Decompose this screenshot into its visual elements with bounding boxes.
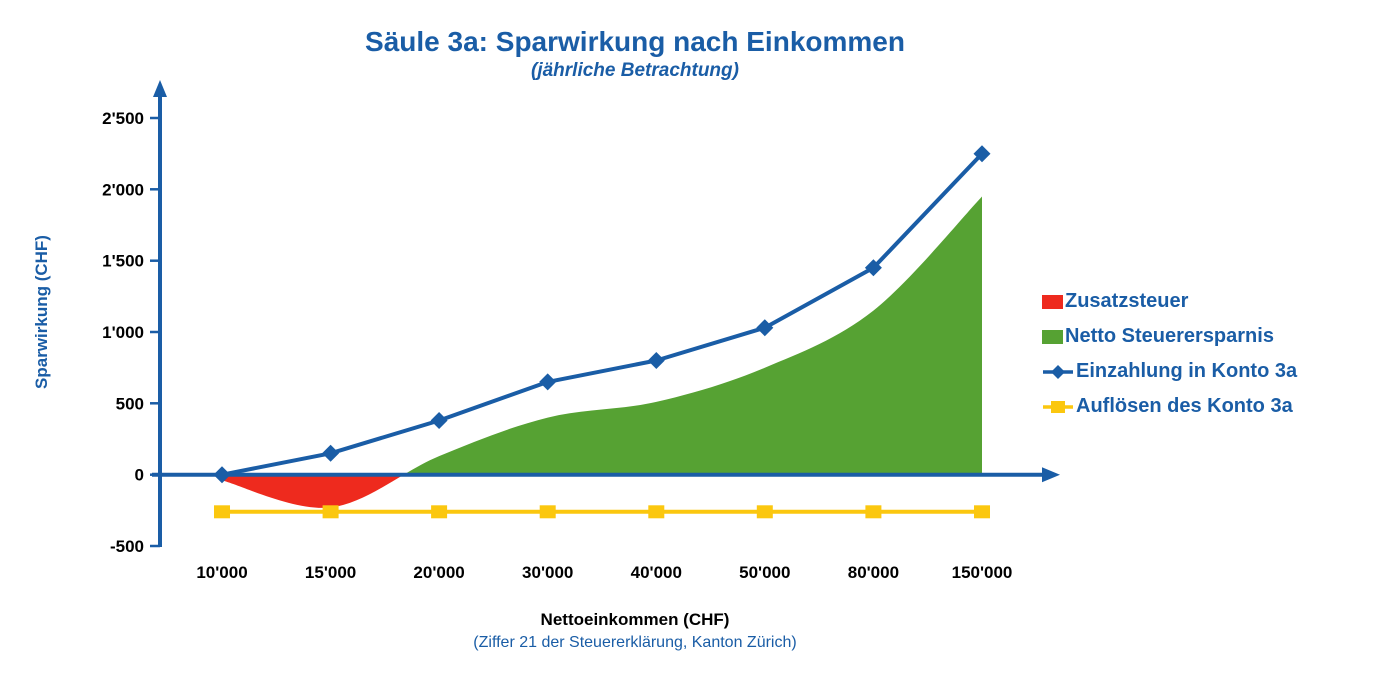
legend-line-square-icon xyxy=(1043,400,1073,413)
diamond-marker-icon xyxy=(973,145,991,163)
square-marker-icon xyxy=(322,505,339,519)
legend-item-einzahlung-in-konto-3a: Einzahlung in Konto 3a xyxy=(1042,354,1297,389)
diamond-marker-icon xyxy=(322,444,340,462)
axes: -500 0 500 1'000 1'500 2'000 2'500 10'000 15'000… xyxy=(102,80,1060,582)
x-tick-label: 30'000 xyxy=(522,563,573,582)
y-tick-label: -500 xyxy=(110,537,144,556)
x-axis-note: (Ziffer 21 der Steuererklärung, Kanton Z… xyxy=(473,634,797,651)
diamond-marker-icon xyxy=(647,352,665,369)
legend-item-netto-steuerersparnis: Netto Steuerersparnis xyxy=(1042,319,1297,354)
einzahlung-line xyxy=(221,152,984,477)
legend-label: Netto Steuerersparnis xyxy=(1065,325,1274,347)
legend-label: Zusatzsteuer xyxy=(1065,290,1189,312)
square-marker-icon xyxy=(865,505,882,519)
x-axis-title: Nettoeinkommen (CHF) xyxy=(540,610,730,629)
zusatzsteuer-area xyxy=(222,474,404,508)
x-tick-label: 40'000 xyxy=(631,563,682,582)
diamond-marker-icon xyxy=(756,319,774,337)
legend-swatch-icon xyxy=(1042,329,1063,344)
netto-steuerersparnis-area xyxy=(222,196,982,475)
legend-item-zusatzsteuer: Zusatzsteuer xyxy=(1042,284,1297,319)
x-tick-label: 15'000 xyxy=(305,563,356,582)
x-tick-label: 150'000 xyxy=(952,563,1013,582)
chart-title: Säule 3a: Sparwirkung nach Einkommen xyxy=(365,26,905,57)
square-marker-icon xyxy=(648,505,665,519)
diamond-marker-icon xyxy=(213,466,231,484)
y-tick-label: 1'000 xyxy=(102,323,144,342)
x-axis-arrow-icon xyxy=(1042,467,1060,483)
x-tick-label: 20'000 xyxy=(413,563,464,582)
x-tick-label: 80'000 xyxy=(848,563,899,582)
diamond-marker-icon xyxy=(539,373,557,391)
legend-label: Auflösen des Konto 3a xyxy=(1076,395,1293,417)
square-marker-icon xyxy=(214,505,230,519)
y-tick-label: 2'500 xyxy=(102,109,144,128)
chart-legend: Zusatzsteuer Netto Steuerersparnis Einzahl… xyxy=(1042,284,1297,424)
y-tick-label: 1'500 xyxy=(102,252,144,271)
square-marker-icon xyxy=(539,505,556,519)
legend-line-diamond-icon xyxy=(1043,364,1073,379)
legend-item-aufl-sen-des-konto-3a: Auflösen des Konto 3a xyxy=(1042,389,1297,424)
square-marker-icon xyxy=(974,505,990,519)
x-tick-label: 10'000 xyxy=(196,563,247,582)
square-marker-icon xyxy=(756,505,773,519)
legend-swatch-icon xyxy=(1042,294,1063,309)
chart-subtitle: (jährliche Betrachtung) xyxy=(531,60,739,81)
x-tick-label: 50'000 xyxy=(739,563,790,582)
y-tick-label: 0 xyxy=(135,466,144,485)
diamond-marker-icon xyxy=(864,259,882,277)
legend-label: Einzahlung in Konto 3a xyxy=(1076,360,1298,382)
y-tick-label: 500 xyxy=(116,394,144,413)
y-axis-arrow-icon xyxy=(153,80,167,97)
y-tick-label: 2'000 xyxy=(102,180,144,199)
diamond-marker-icon xyxy=(430,412,448,429)
square-marker-icon xyxy=(431,505,448,519)
